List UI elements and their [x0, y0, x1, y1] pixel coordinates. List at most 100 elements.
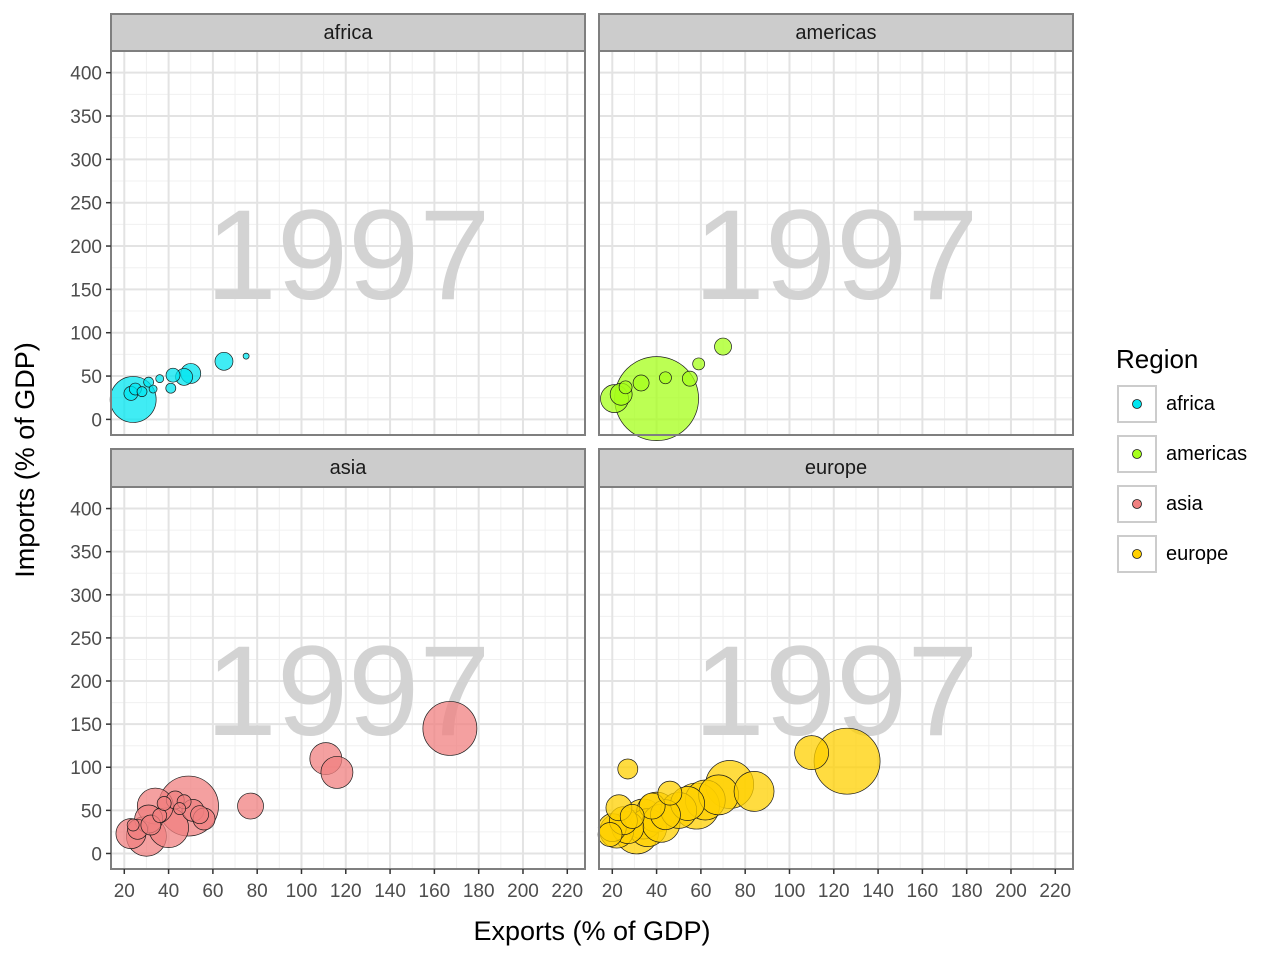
legend: Region africa americas asia europe: [1116, 344, 1247, 573]
legend-label: americas: [1166, 443, 1247, 465]
y-tick-label: 300: [70, 586, 102, 607]
points-europe: [597, 727, 881, 855]
data-point: [794, 735, 829, 770]
panel-border: [598, 50, 1074, 436]
y-tick-label: 200: [70, 237, 102, 258]
data-point: [617, 758, 639, 780]
facet-panels: africa1997050100150200250300350400americ…: [70, 13, 1074, 902]
x-tick-label: 140: [374, 881, 406, 902]
data-point: [692, 357, 706, 371]
y-tick-label: 150: [70, 715, 102, 736]
y-tick-label: 150: [70, 280, 102, 301]
data-point: [190, 805, 209, 825]
x-tick-label: 100: [774, 881, 806, 902]
x-tick-label: 220: [1039, 881, 1071, 902]
data-point: [698, 774, 739, 816]
x-tick-label: 180: [463, 881, 495, 902]
legend-label: asia: [1166, 493, 1204, 515]
data-point: [136, 386, 148, 398]
legend-label: africa: [1166, 393, 1216, 415]
legend-swatch: [1132, 499, 1142, 509]
y-tick-label: 400: [70, 64, 102, 85]
panel-border: [110, 50, 586, 436]
data-point: [619, 804, 645, 829]
data-point: [148, 384, 158, 394]
data-point: [242, 352, 250, 360]
data-point: [165, 367, 181, 383]
y-tick-label: 0: [91, 410, 102, 431]
y-tick-label: 350: [70, 543, 102, 564]
x-tick-label: 80: [247, 881, 268, 902]
y-tick-label: 50: [81, 801, 102, 822]
x-tick-label: 20: [114, 881, 135, 902]
points-africa: [109, 351, 250, 423]
legend-swatch: [1132, 449, 1142, 459]
x-tick-label: 120: [330, 881, 362, 902]
legend-entries: africa americas asia europe: [1117, 385, 1247, 573]
major-grid: [111, 51, 585, 435]
x-tick-label: 200: [995, 881, 1027, 902]
data-point: [681, 370, 698, 387]
data-point: [632, 374, 650, 392]
data-point: [618, 380, 633, 395]
x-tick-label: 20: [602, 881, 623, 902]
x-tick-label: 160: [419, 881, 451, 902]
y-tick-label: 100: [70, 324, 102, 345]
strip-africa: [110, 13, 586, 52]
strip-label-europe: europe: [805, 457, 867, 479]
x-tick-label: 40: [158, 881, 179, 902]
strip-label-africa: africa: [324, 22, 374, 44]
x-tick-label: 60: [690, 881, 711, 902]
data-point: [638, 792, 666, 820]
y-tick-label: 300: [70, 150, 102, 171]
data-point: [155, 374, 165, 384]
y-tick-label: 50: [81, 367, 102, 388]
x-tick-label: 220: [551, 881, 583, 902]
points-americas: [600, 337, 732, 441]
data-point: [657, 780, 683, 806]
legend-swatch: [1132, 399, 1142, 409]
panel-border: [598, 486, 1074, 870]
data-point: [237, 792, 264, 820]
strip-asia: [110, 448, 586, 488]
minor-grid: [111, 50, 585, 435]
y-tick-label: 100: [70, 758, 102, 779]
legend-swatch: [1132, 549, 1142, 559]
data-point: [165, 382, 177, 394]
y-tick-label: 250: [70, 194, 102, 215]
panel-africa: africa 1997 0 50 100 150 200 250 300 350 400: [70, 13, 586, 436]
x-tick-label: 40: [646, 881, 667, 902]
y-axis-title: Imports (% of GDP): [10, 342, 40, 578]
year-watermark: 1997: [206, 184, 491, 327]
x-tick-label: 200: [507, 881, 539, 902]
panel-border: [110, 486, 586, 870]
y-tick-label: 250: [70, 629, 102, 650]
x-tick-label: 160: [907, 881, 939, 902]
legend-item-europe: europe: [1117, 535, 1228, 573]
data-point: [320, 756, 354, 789]
points-asia: [115, 701, 478, 857]
data-point: [597, 822, 623, 847]
minor-grid: [599, 50, 1073, 435]
data-point: [126, 818, 140, 832]
data-point: [733, 771, 775, 812]
data-point: [156, 796, 172, 811]
y-tick-label: 0: [91, 844, 102, 865]
x-tick-label: 120: [818, 881, 850, 902]
x-axis-title: Exports (% of GDP): [473, 916, 710, 946]
x-tick-label: 100: [286, 881, 318, 902]
x-tick-label: 140: [862, 881, 894, 902]
legend-item-asia: asia: [1117, 485, 1204, 523]
data-point: [143, 376, 155, 388]
strip-americas: [598, 13, 1074, 52]
data-point: [659, 371, 672, 385]
x-tick-label: 180: [951, 881, 983, 902]
data-point: [422, 701, 478, 756]
data-point: [714, 337, 732, 356]
legend-title: Region: [1116, 344, 1198, 374]
major-grid: [599, 51, 1073, 435]
y-tick-label: 400: [70, 500, 102, 521]
